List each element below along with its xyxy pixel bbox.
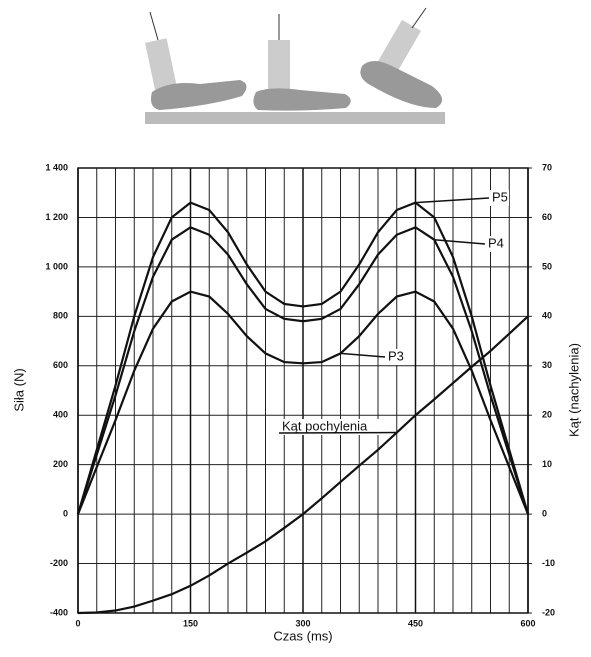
series-label: P3: [388, 348, 404, 363]
y-tick-label: 800: [53, 311, 68, 321]
chart: Siła (N) Kąt (nachylenia) Czas (ms) -400…: [0, 0, 591, 652]
y-tick-label: 600: [53, 360, 68, 370]
series-label: P4: [488, 235, 504, 250]
y2-tick-label: 70: [542, 162, 552, 172]
y-tick-label: 0: [63, 508, 68, 518]
x-tick-label: 600: [520, 618, 535, 628]
y2-tick-label: 40: [542, 311, 552, 321]
illustration: [145, 8, 445, 124]
y2-tick-label: 0: [542, 508, 547, 518]
y2-tick-label: -10: [542, 558, 555, 568]
y-tick-label: 1 400: [45, 162, 68, 172]
y2-tick-label: 50: [542, 261, 552, 271]
x-tick-label: 300: [295, 618, 310, 628]
y2-tick-label: 20: [542, 410, 552, 420]
x-tick-label: 0: [75, 618, 80, 628]
series-label: P5: [492, 189, 508, 204]
series-label: Kąt pochylenia: [282, 418, 368, 433]
x-tick-label: 450: [408, 618, 423, 628]
y-tick-label: 1 000: [45, 261, 68, 271]
x-axis-label: Czas (ms): [273, 628, 332, 643]
y2-tick-label: 10: [542, 459, 552, 469]
y-tick-label: -200: [50, 558, 68, 568]
y-tick-label: 1 200: [45, 212, 68, 222]
y2-tick-label: -20: [542, 607, 555, 617]
y2-tick-label: 30: [542, 360, 552, 370]
y2-axis-label: Kąt (nachylenia): [566, 343, 581, 437]
label-arrow: [434, 240, 485, 244]
y-axis-label: Siła (N): [11, 368, 26, 411]
y-tick-label: 400: [53, 410, 68, 420]
y-tick-label: 200: [53, 459, 68, 469]
y-tick-label: -400: [50, 607, 68, 617]
label-arrow: [416, 198, 490, 203]
x-tick-label: 150: [183, 618, 198, 628]
y2-tick-label: 60: [542, 212, 552, 222]
